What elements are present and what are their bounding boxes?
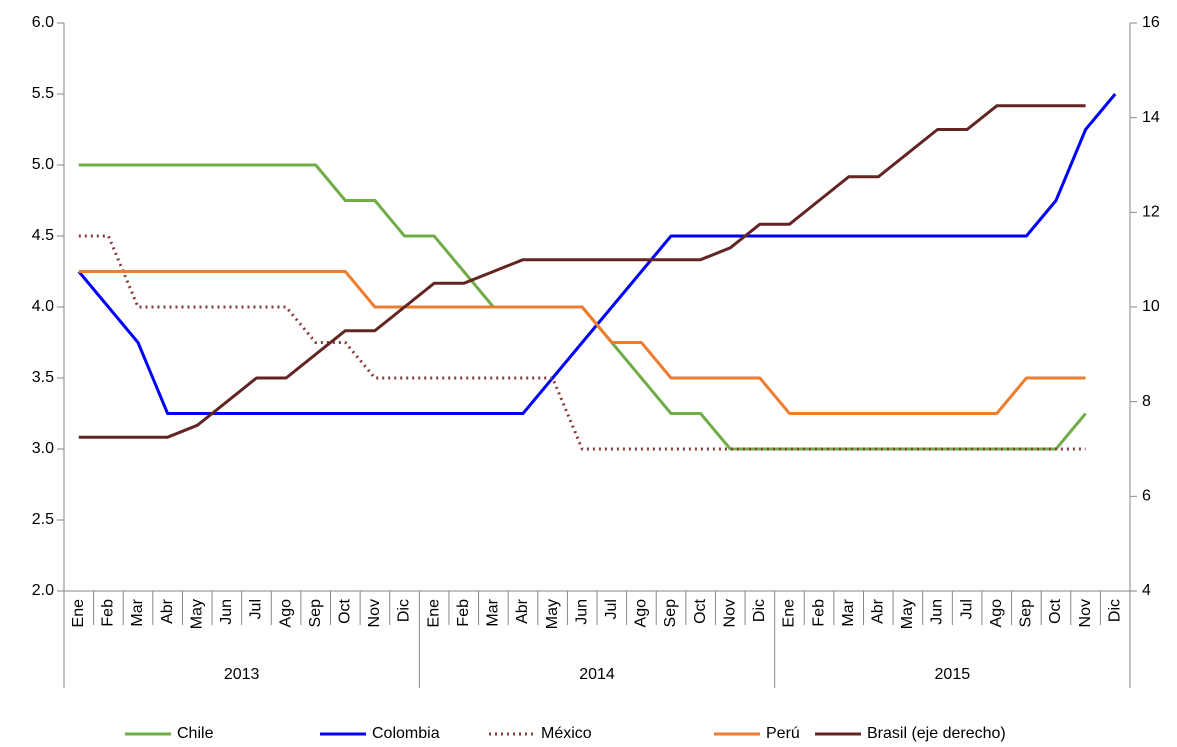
x-tick-label: Oct [1047,598,1064,623]
x-tick-label: Ene [70,599,87,628]
x-tick-label: Oct [692,598,709,623]
x-tick-label: Jul [603,599,620,619]
x-tick-label: Dic [751,599,768,622]
x-tick-label: May [899,599,916,629]
y-tick-label: 2.5 [32,511,54,528]
x-tick-label: Ago [633,599,650,628]
group-label: 2015 [935,666,971,683]
x-tick-label: Abr [159,598,176,624]
legend-label: Colombia [372,725,440,742]
y-tick-label: 5.0 [32,156,54,173]
series-line [78,104,1086,439]
y2-tick-label: 12 [1142,204,1160,221]
x-tick-label: Nov [1077,599,1094,627]
x-tick-label: Ene [425,599,442,628]
group-label: 2014 [579,666,615,683]
x-tick-label: Sep [1018,599,1035,628]
x-tick-label: Ago [277,599,294,628]
x-tick-label: Jul [248,599,265,619]
group-label: 2013 [224,666,260,683]
x-tick-label: Sep [307,599,324,628]
legend-label: Brasil (eje derecho) [867,725,1006,742]
y2-tick-label: 16 [1142,14,1160,31]
legend-label: Perú [766,725,800,742]
legend-label: México [541,725,592,742]
y-tick-label: 4.0 [32,298,54,315]
x-tick-label: Ene [781,599,798,628]
series-line [78,270,1086,415]
x-tick-label: Mar [840,598,857,626]
y2-tick-label: 14 [1142,109,1160,126]
y-tick-label: 5.5 [32,85,54,102]
x-tick-label: Oct [337,598,354,623]
y2-tick-label: 8 [1142,393,1151,410]
x-tick-label: May [188,599,205,629]
x-tick-label: Abr [514,598,531,624]
x-tick-label: Mar [129,598,146,626]
x-tick-label: Jun [929,599,946,625]
series-line [77,93,1117,415]
x-tick-label: Ago [988,599,1005,628]
x-tick-label: Dic [396,599,413,622]
x-tick-label: Nov [366,599,383,627]
x-tick-label: Mar [485,598,502,626]
y2-tick-label: 10 [1142,298,1160,315]
x-tick-label: Jun [218,599,235,625]
legend-label: Chile [177,725,214,742]
x-tick-label: Feb [455,599,472,627]
x-tick-label: Jun [573,599,590,625]
x-tick-label: Jul [958,599,975,619]
x-tick-label: Sep [662,599,679,628]
x-tick-label: Nov [721,599,738,627]
x-tick-label: Feb [100,599,117,627]
y-tick-label: 3.5 [32,369,54,386]
y-tick-label: 2.0 [32,582,54,599]
series-line [78,234,1086,451]
x-tick-label: Dic [1106,599,1123,622]
x-tick-label: Feb [810,599,827,627]
y-tick-label: 3.0 [32,440,54,457]
x-tick-label: Abr [870,598,887,624]
y2-tick-label: 4 [1142,582,1151,599]
x-tick-label: May [544,599,561,629]
y-tick-label: 6.0 [32,14,54,31]
y-tick-label: 4.5 [32,227,54,244]
y2-tick-label: 6 [1142,488,1151,505]
